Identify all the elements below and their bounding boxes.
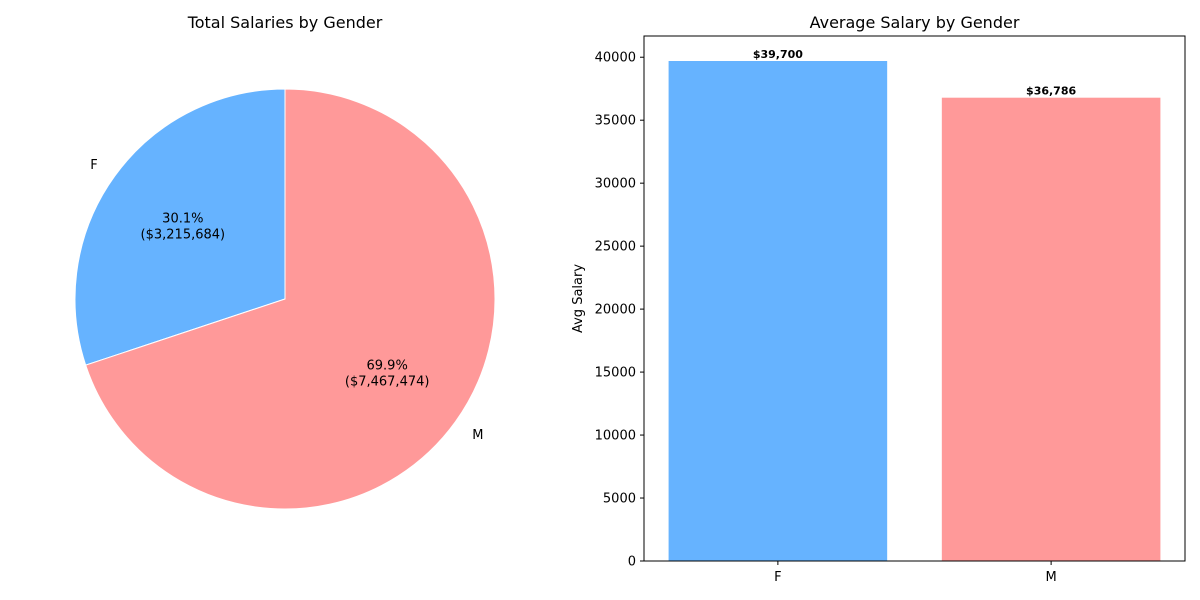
bar-m <box>941 97 1161 561</box>
pie-slices <box>74 88 496 510</box>
bar-value-labels: $39,700 $36,786 <box>753 48 1077 98</box>
bar-value-label: $36,786 <box>1026 85 1076 98</box>
bars <box>668 61 1161 561</box>
pie-percent-label: 30.1% <box>162 211 203 226</box>
pie-label-f: F <box>90 158 97 173</box>
pie-slice-m <box>85 88 496 510</box>
y-tick-label: 30000 <box>595 177 636 192</box>
pie-value-label: ($3,215,684) <box>141 227 226 242</box>
bar-f <box>668 61 888 561</box>
x-tick-label: M <box>1046 570 1057 585</box>
y-axis-label: Avg Salary <box>571 264 586 333</box>
plot-frame <box>643 35 1186 562</box>
pie-title: Total Salaries by Gender <box>187 13 383 32</box>
pie-chart: Total Salaries by Gender F 30.1%($3,215,6… <box>74 13 496 510</box>
y-tick-label: 35000 <box>595 114 636 129</box>
pie-label-m: M <box>472 428 483 443</box>
pie-value-label: ($7,467,474) <box>345 375 430 390</box>
y-tick-label: 25000 <box>595 240 636 255</box>
x-tick-label: F <box>774 570 781 585</box>
y-tick-label: 5000 <box>603 492 636 507</box>
y-tick-label: 0 <box>628 555 636 570</box>
pie-slice-f <box>74 88 286 366</box>
bar-value-label: $39,700 <box>753 48 803 61</box>
pie-percent-label: 69.9% <box>367 359 408 374</box>
bar-chart: Average Salary by Gender $39,700$36,786 … <box>571 13 1186 585</box>
pie-labels: F 30.1%($3,215,684) M 69.9%($7,467,474) <box>90 158 483 443</box>
y-tick-label: 20000 <box>595 303 636 318</box>
y-tick-label: 15000 <box>595 366 636 381</box>
bar-title: Average Salary by Gender <box>810 13 1020 32</box>
y-axis-ticks: 0 5000 10000 15000 20000 25000 30000 35000 40000 <box>595 51 644 570</box>
y-tick-label: 40000 <box>595 51 636 66</box>
y-tick-label: 10000 <box>595 429 636 444</box>
